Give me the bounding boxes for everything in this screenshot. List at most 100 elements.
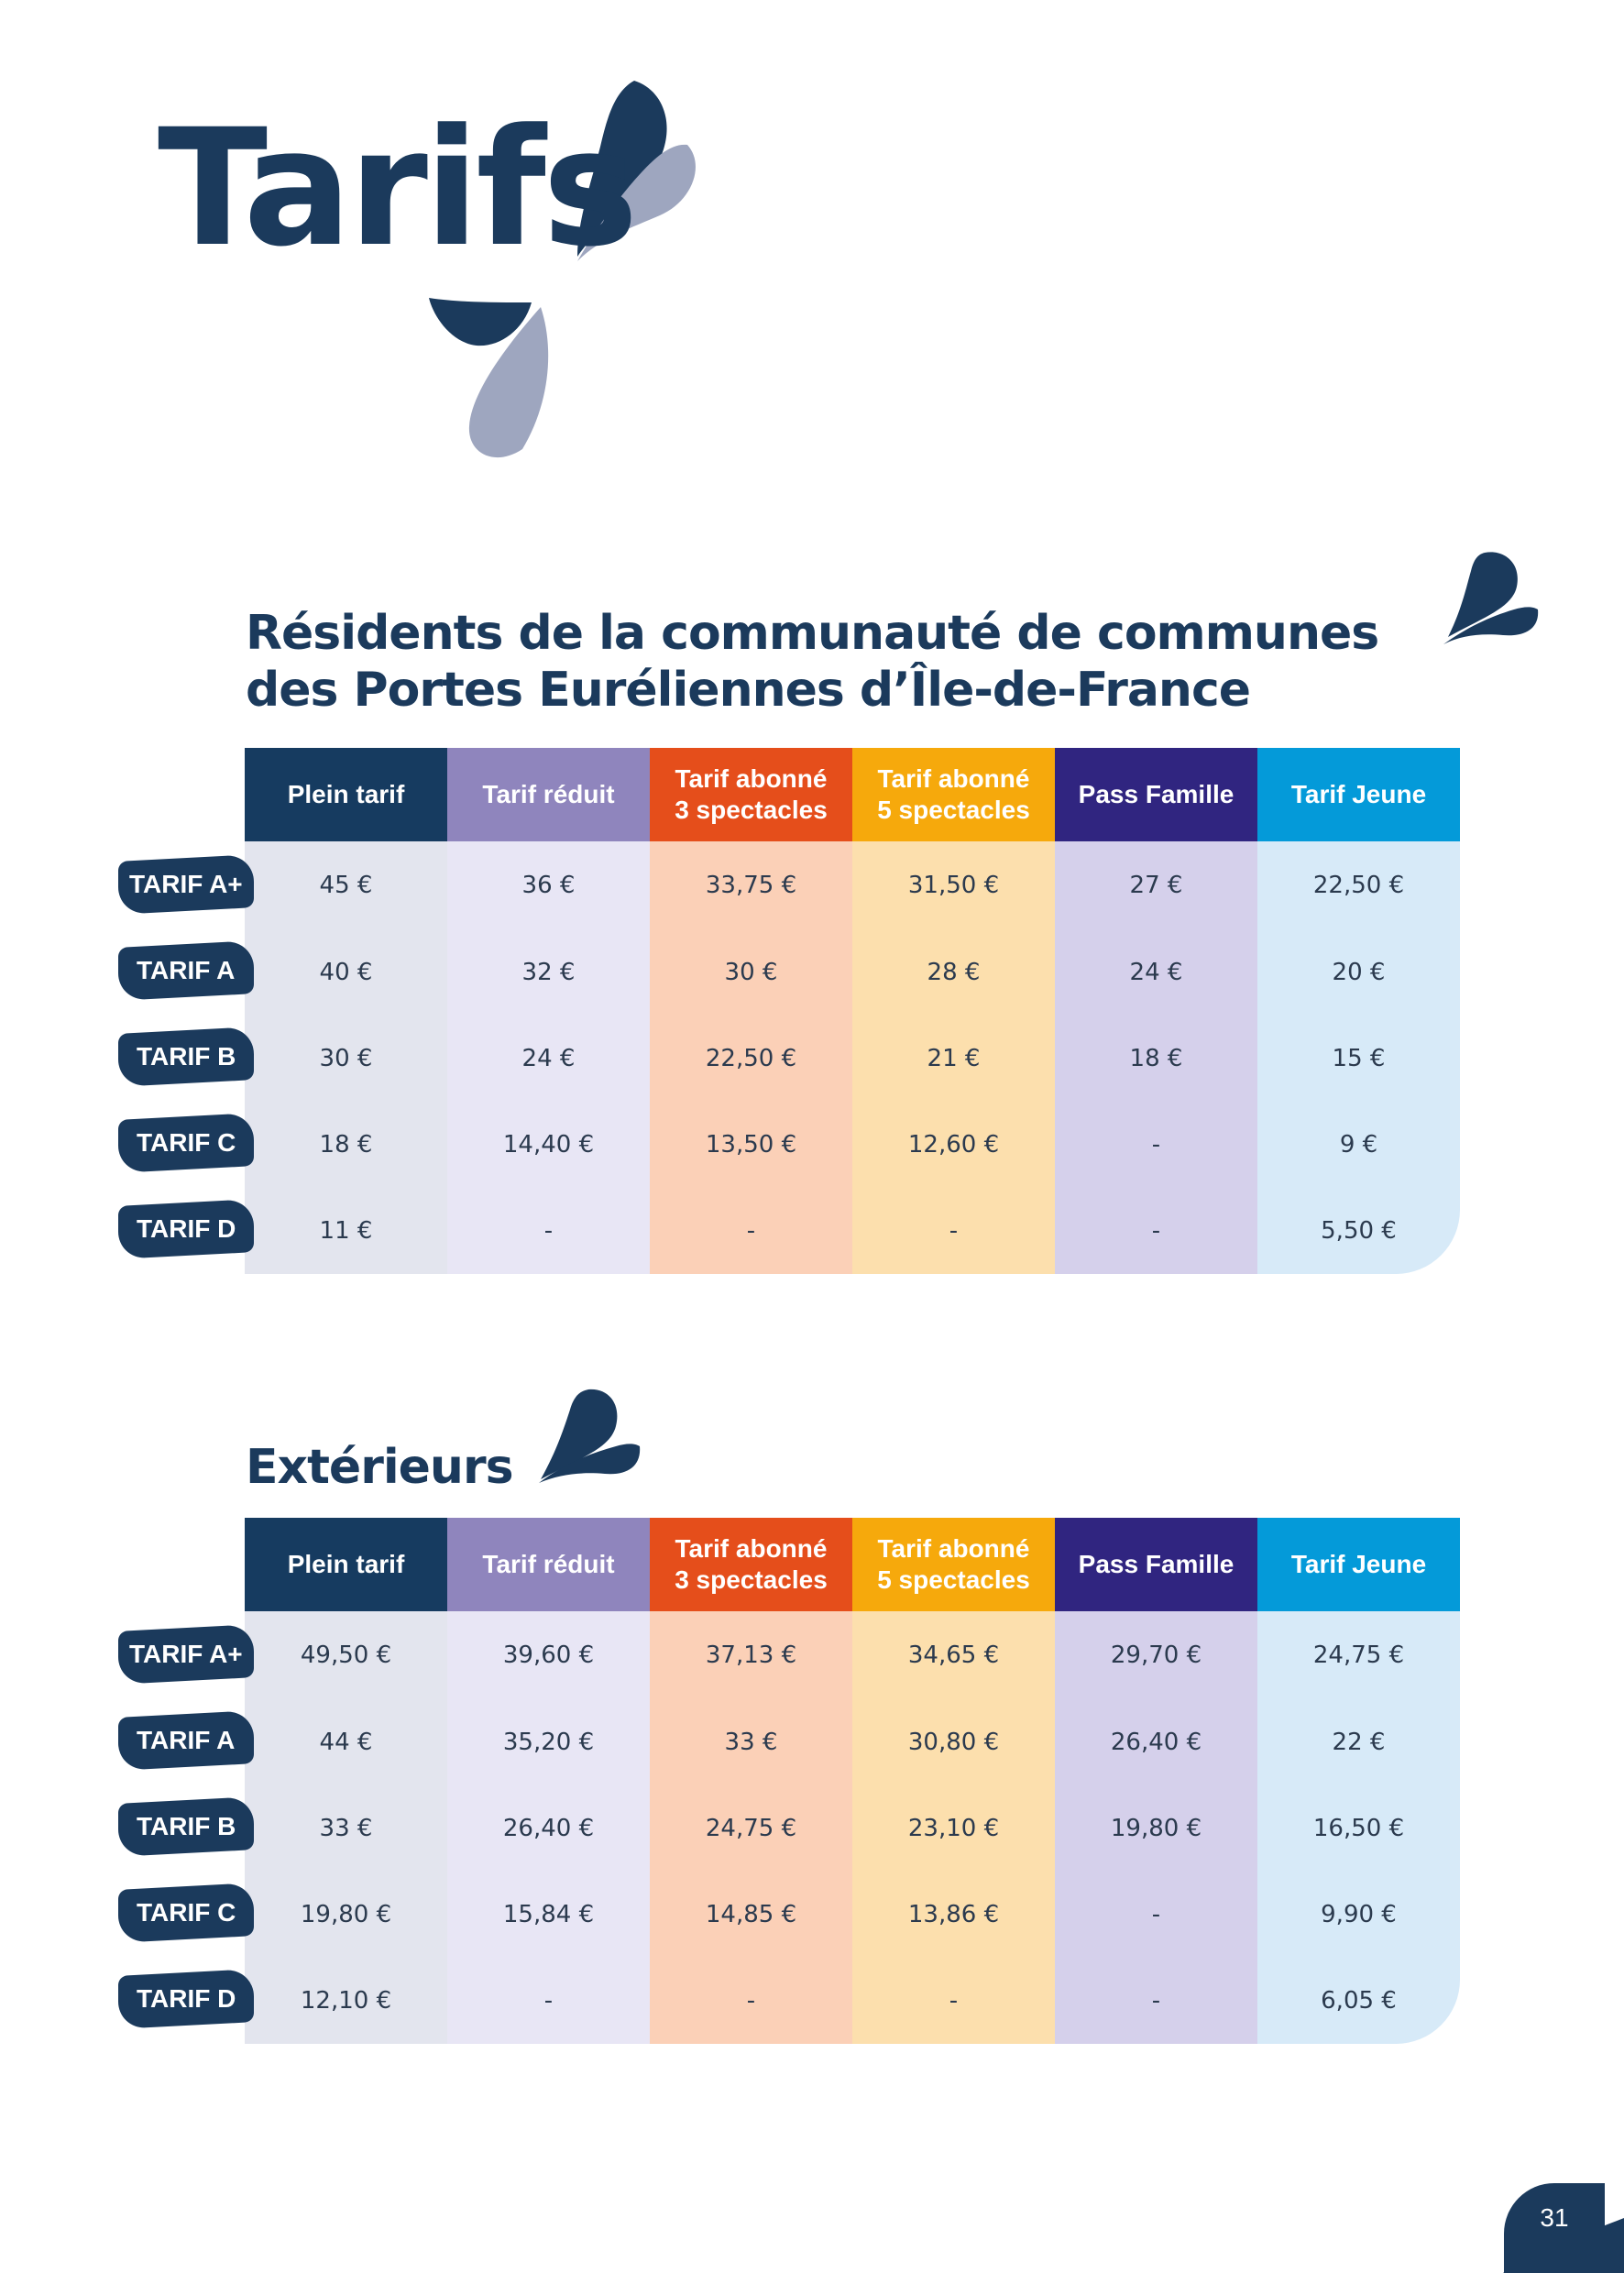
table-cell: 23,10 € — [907, 1815, 1000, 1842]
table-cell: 20 € — [1332, 959, 1386, 986]
table-cell: 9 € — [1339, 1131, 1378, 1158]
column-tarif-jeune: 22,50 € 20 € 15 € 9 € 5,50 € — [1257, 841, 1460, 1274]
row-label-text: TARIF B — [136, 1812, 236, 1841]
table-cell: 40 € — [319, 959, 373, 986]
table-cell: 44 € — [319, 1729, 373, 1756]
table-cell: 11 € — [319, 1217, 373, 1245]
table-cell: 36 € — [521, 872, 576, 899]
column-header-abonne-5: Tarif abonné 5 spectacles — [852, 748, 1055, 841]
table-cell: 13,86 € — [907, 1901, 1000, 1928]
table-cell: 33 € — [724, 1729, 778, 1756]
table-cell: 28 € — [927, 959, 981, 986]
table-cell: 35,20 € — [502, 1729, 595, 1756]
column-header-pass-famille: Pass Famille — [1055, 748, 1257, 841]
table-cell: 22,50 € — [1312, 872, 1405, 899]
table-cell: 39,60 € — [502, 1642, 595, 1669]
table-cell: - — [746, 1217, 756, 1245]
row-label-tarif-d: TARIF D — [118, 1199, 254, 1259]
table-cell: - — [1151, 1987, 1161, 2015]
table-cell: 19,80 € — [300, 1901, 392, 1928]
column-header-plein-tarif: Plein tarif — [245, 1518, 447, 1611]
column-header-tarif-jeune: Tarif Jeune — [1257, 1518, 1460, 1611]
residents-drop-decoration — [1443, 552, 1539, 644]
row-label-text: TARIF B — [136, 1042, 236, 1071]
column-pass-famille: 27 € 24 € 18 € - - — [1055, 841, 1257, 1274]
row-label-tarif-a: TARIF A — [118, 940, 254, 1001]
table-cell: - — [1151, 1901, 1161, 1928]
row-label-tarif-c: TARIF C — [118, 1113, 254, 1173]
table-cell: 5,50 € — [1321, 1217, 1397, 1245]
table-cell: 37,13 € — [705, 1642, 797, 1669]
column-plein-tarif: 49,50 € 44 € 33 € 19,80 € 12,10 € — [245, 1611, 447, 2044]
table-cell: 27 € — [1129, 872, 1183, 899]
table-cell: - — [1151, 1131, 1161, 1158]
table-header-row: Plein tarif Tarif réduit Tarif abonné 3 … — [245, 748, 1460, 841]
table-cell: 29,70 € — [1110, 1642, 1202, 1669]
column-header-tarif-reduit: Tarif réduit — [447, 748, 650, 841]
column-abonne-5: 31,50 € 28 € 21 € 12,60 € - — [852, 841, 1055, 1274]
table-cell: 22,50 € — [705, 1045, 797, 1072]
column-plein-tarif: 45 € 40 € 30 € 18 € 11 € — [245, 841, 447, 1274]
table-header-row: Plein tarif Tarif réduit Tarif abonné 3 … — [245, 1518, 1460, 1611]
table-cell: - — [949, 1987, 959, 2015]
row-label-tarif-c: TARIF C — [118, 1883, 254, 1943]
price-table-exterieurs: Plein tarif Tarif réduit Tarif abonné 3 … — [118, 1518, 1460, 2044]
page-title: Tarifs — [158, 94, 639, 282]
table-cell: - — [543, 1987, 554, 2015]
table-cell: 15 € — [1332, 1045, 1386, 1072]
table-cell: 24,75 € — [1312, 1642, 1405, 1669]
row-label-tarif-b: TARIF B — [118, 1027, 254, 1087]
row-label-text: TARIF C — [136, 1898, 236, 1927]
row-label-text: TARIF A — [137, 1726, 236, 1754]
row-label-text: TARIF D — [136, 1984, 236, 2014]
table-cell: 34,65 € — [907, 1642, 1000, 1669]
table-cell: - — [543, 1217, 554, 1245]
table-cell: 26,40 € — [502, 1815, 595, 1842]
column-header-tarif-reduit: Tarif réduit — [447, 1518, 650, 1611]
table-cell: - — [1151, 1217, 1161, 1245]
column-header-abonne-3: Tarif abonné 3 spectacles — [650, 1518, 852, 1611]
column-tarif-reduit: 39,60 € 35,20 € 26,40 € 15,84 € - — [447, 1611, 650, 2044]
row-label-text: TARIF A — [137, 956, 236, 984]
table-cell: 30 € — [724, 959, 778, 986]
table-cell: 26,40 € — [1110, 1729, 1202, 1756]
column-pass-famille: 29,70 € 26,40 € 19,80 € - - — [1055, 1611, 1257, 2044]
exterieurs-drop-decoration — [539, 1389, 641, 1483]
table-cell: 24,75 € — [705, 1815, 797, 1842]
table-cell: 24 € — [1129, 959, 1183, 986]
section-heading-residents: Résidents de la communauté de communes d… — [246, 605, 1474, 719]
table-cell: - — [746, 1987, 756, 2015]
section-heading-line: des Portes Euréliennes d’Île-de-France — [246, 663, 1251, 719]
title-drops-decoration — [429, 81, 696, 458]
column-header-abonne-5: Tarif abonné 5 spectacles — [852, 1518, 1055, 1611]
table-cell: 21 € — [927, 1045, 981, 1072]
table-cell: 19,80 € — [1110, 1815, 1202, 1842]
column-tarif-jeune: 24,75 € 22 € 16,50 € 9,90 € 6,05 € — [1257, 1611, 1460, 2044]
table-cell: 22 € — [1332, 1729, 1386, 1756]
column-abonne-5: 34,65 € 30,80 € 23,10 € 13,86 € - — [852, 1611, 1055, 2044]
table-cell: 30,80 € — [907, 1729, 1000, 1756]
column-header-plein-tarif: Plein tarif — [245, 748, 447, 841]
row-label-tarif-d: TARIF D — [118, 1969, 254, 2029]
row-label-tarif-a: TARIF A — [118, 1710, 254, 1771]
row-label-text: TARIF D — [136, 1214, 236, 1244]
table-cell: 31,50 € — [907, 872, 1000, 899]
table-cell: 32 € — [521, 959, 576, 986]
column-abonne-3: 37,13 € 33 € 24,75 € 14,85 € - — [650, 1611, 852, 2044]
table-cell: 24 € — [521, 1045, 576, 1072]
row-label-text: TARIF A+ — [129, 870, 243, 899]
column-abonne-3: 33,75 € 30 € 22,50 € 13,50 € - — [650, 841, 852, 1274]
table-cell: 49,50 € — [300, 1642, 392, 1669]
table-cell: 14,85 € — [705, 1901, 797, 1928]
table-body: TARIF A+ TARIF A TARIF B TARIF C TARIF D… — [118, 841, 1460, 1274]
column-header-pass-famille: Pass Famille — [1055, 1518, 1257, 1611]
table-cell: 13,50 € — [705, 1131, 797, 1158]
table-cell: 12,10 € — [300, 1987, 392, 2015]
row-label-tarif-a-plus: TARIF A+ — [118, 854, 254, 915]
table-cell: 14,40 € — [502, 1131, 595, 1158]
table-cell: 33 € — [319, 1815, 373, 1842]
table-body: TARIF A+ TARIF A TARIF B TARIF C TARIF D… — [118, 1611, 1460, 2044]
row-label-text: TARIF A+ — [129, 1640, 243, 1669]
column-header-abonne-3: Tarif abonné 3 spectacles — [650, 748, 852, 841]
table-cell: 15,84 € — [502, 1901, 595, 1928]
